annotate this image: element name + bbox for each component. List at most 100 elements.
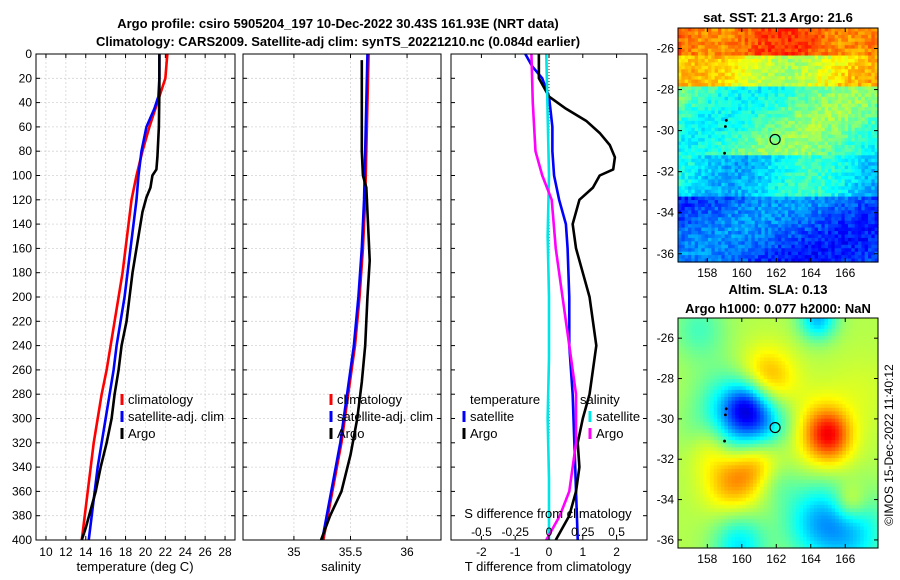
heatmap-cell [818,38,822,43]
heatmap-cell [868,255,872,260]
heatmap-cell [718,186,722,191]
heatmap-cell [694,224,699,229]
heatmap-cell [698,76,702,81]
heatmap-cell [768,193,772,198]
heatmap-cell [867,339,872,344]
heatmap-cell [791,52,796,57]
heatmap-cell [838,325,843,330]
heatmap-cell [868,145,872,150]
heatmap-cell [744,79,749,84]
heatmap-cell [761,107,766,112]
heatmap-cell [861,93,866,98]
heatmap-cell [771,145,776,150]
heatmap-cell [688,58,692,64]
heatmap-cell [804,200,809,205]
heatmap-cell [791,48,796,53]
heatmap-cell [751,186,756,191]
heatmap-cell [858,58,862,64]
heatmap-cell [844,110,849,115]
heatmap-cell [781,158,786,163]
heatmap-cell [871,145,876,150]
heatmap-cell [718,134,722,139]
heatmap-cell [791,83,796,88]
heatmap-cell [744,234,749,239]
heatmap-cell [681,186,686,191]
heatmap-cell [861,234,866,239]
heatmap-cell [871,79,876,84]
heatmap-cell [704,120,709,125]
heatmap-cell [767,335,772,341]
heatmap-cell [698,138,702,143]
heatmap-cell [854,110,859,115]
heatmap-cell [794,251,799,256]
heatmap-cell [798,58,802,64]
heatmap-cell [804,34,809,39]
heatmap-cell [842,321,847,326]
heatmap-cell [811,255,816,260]
heatmap-cell [828,165,832,170]
heatmap-cell [811,145,816,150]
heatmap-cell [704,100,709,105]
heatmap-cell [848,165,852,170]
heatmap-cell [721,72,726,77]
heatmap-cell [704,89,709,94]
heatmap-cell [868,83,872,88]
heatmap-cell [854,196,859,201]
heatmap-cell [801,206,806,211]
heatmap-cell [828,148,832,153]
heatmap-cell [741,110,746,115]
heatmap-cell [810,321,815,326]
heatmap-cell [734,231,739,236]
heatmap-cell [713,350,718,355]
heatmap-cell [848,41,852,46]
heatmap-cell [781,237,786,242]
heatmap-cell [768,93,772,98]
heatmap-cell [824,62,829,67]
heatmap-cell [808,258,812,263]
heatmap-cell [821,155,826,160]
heatmap-cell [771,93,776,98]
heatmap-cell [841,55,846,60]
heatmap-cell [688,213,692,218]
heatmap-cell [764,227,769,232]
heatmap-cell [811,28,816,33]
heatmap-cell [678,120,682,125]
heatmap-cell [808,58,812,64]
heatmap-cell [734,65,739,70]
heatmap-cell [721,158,726,163]
heatmap-cell [853,350,858,355]
heatmap-cell [731,41,736,46]
heatmap-cell [814,34,819,39]
heatmap-cell [701,72,706,77]
heatmap-cell [863,350,868,355]
heatmap-cell [728,193,732,198]
heatmap-cell [694,248,699,253]
heatmap-cell [791,224,796,229]
heatmap-cell [848,258,852,263]
heatmap-cell [821,165,826,170]
heatmap-cell [868,86,872,91]
heatmap-cell [771,127,776,132]
heatmap-cell [834,186,839,191]
heatmap-cell [694,227,699,232]
heatmap-cell [858,200,862,205]
heatmap-cell [770,343,776,348]
heatmap-cell [699,346,704,351]
heatmap-cell [808,213,812,218]
ytick-label: 280 [12,387,32,401]
heatmap-cell [871,237,876,242]
heatmap-cell [781,339,786,344]
heatmap-cell [821,131,826,136]
heatmap-cell [821,127,826,132]
heatmap-cell [798,107,802,112]
heatmap-cell [691,151,696,156]
heatmap-cell [824,89,829,94]
heatmap-cell [728,117,732,122]
heatmap-cell [834,52,839,57]
heatmap-cell [741,175,746,181]
heatmap-cell [684,251,689,256]
heatmap-cell [684,45,689,50]
heatmap-cell [708,34,712,39]
heatmap-cell [856,346,861,351]
heatmap-cell [695,350,701,355]
